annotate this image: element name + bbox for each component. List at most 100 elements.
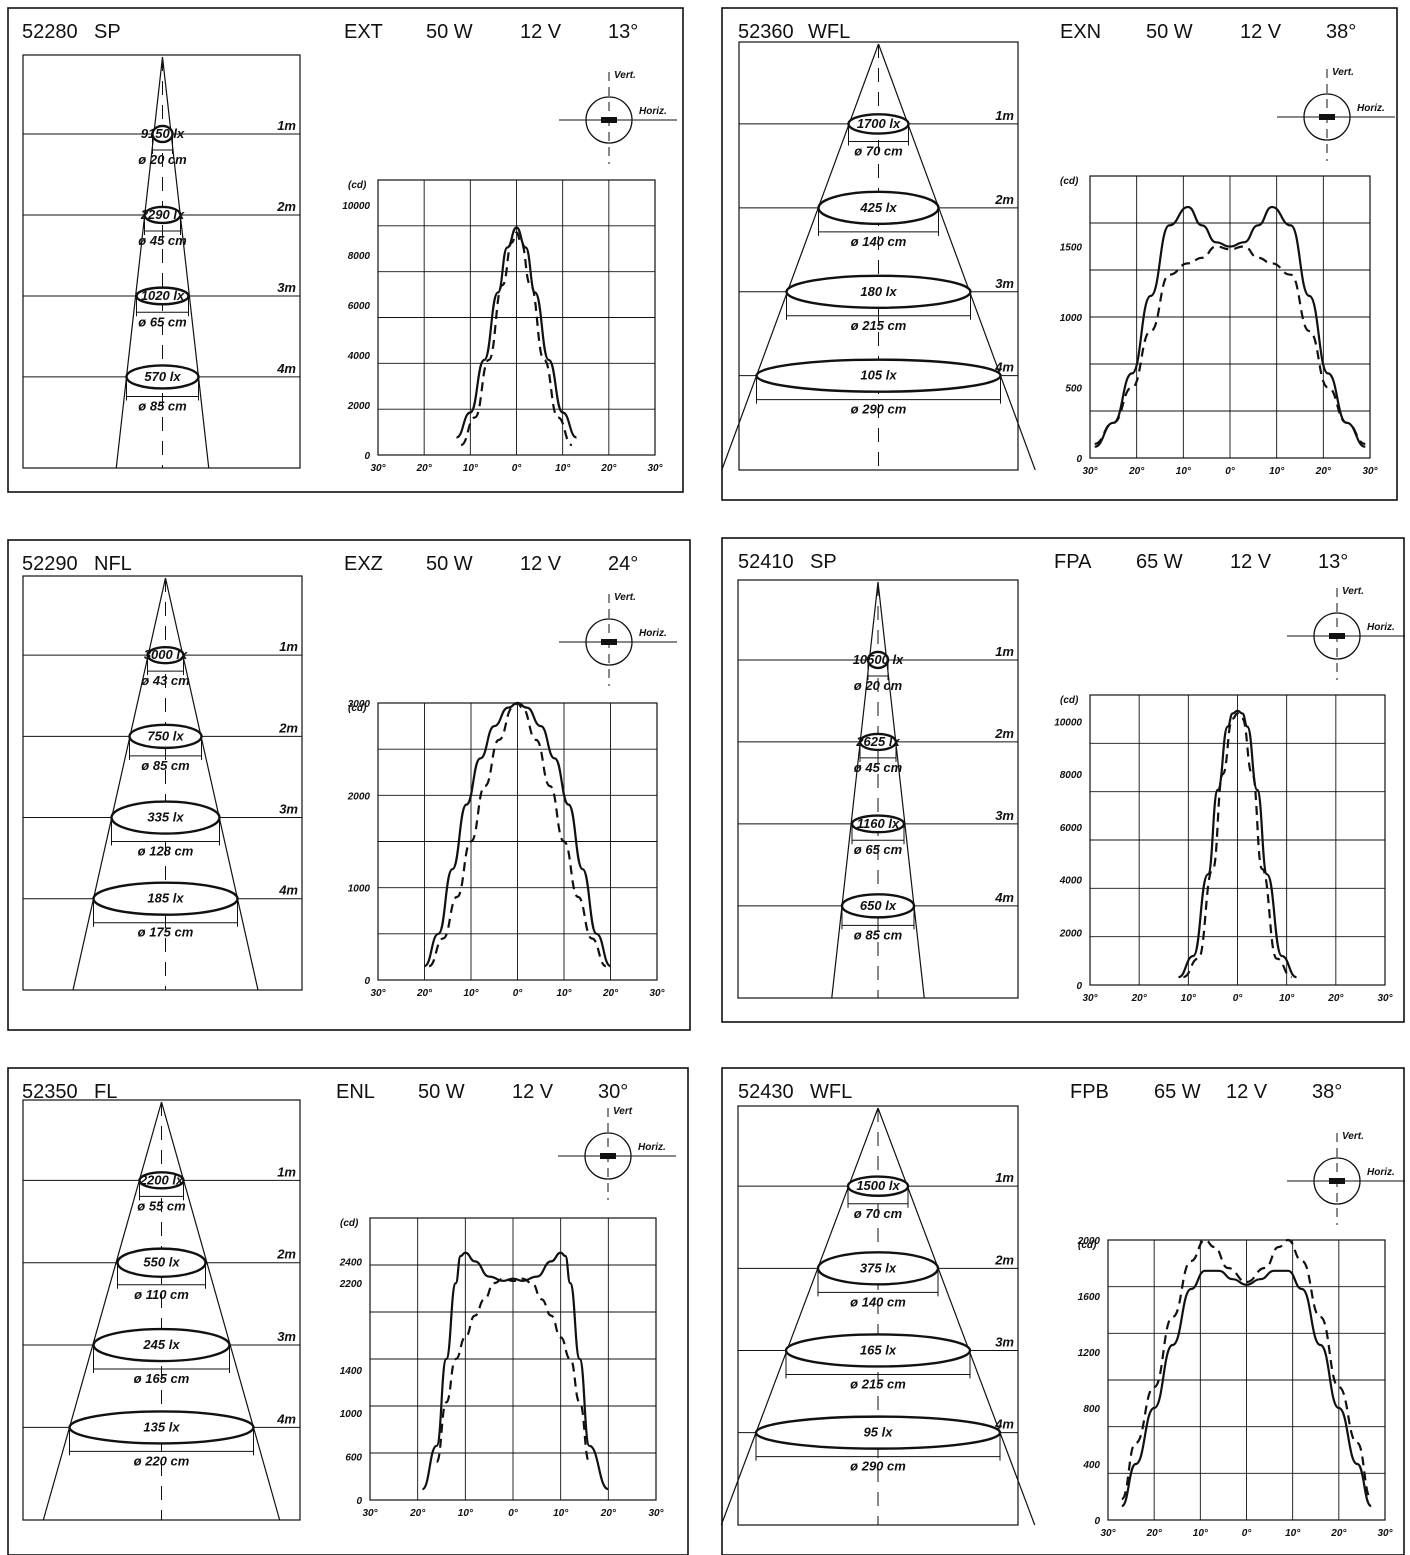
illuminance-label: 245 lx [142, 1337, 180, 1352]
x-tick-label: 30° [1377, 1528, 1393, 1539]
x-tick-label: 10° [463, 988, 479, 999]
cone-edge-left [42, 1101, 163, 1521]
y-tick-label: 6000 [348, 301, 371, 312]
y-axis-label: (cd) [1060, 176, 1079, 187]
illuminance-label: 2290 lx [140, 207, 185, 222]
cone-edge-left [720, 1107, 879, 1526]
diameter-label: ø 85 cm [141, 758, 190, 773]
y-tick-label: 0 [1076, 454, 1082, 465]
distance-label: 2m [276, 1247, 296, 1262]
panel-frame [721, 1067, 1405, 1555]
header-volt: 12 V [512, 1081, 554, 1103]
x-tick-label: 30° [1377, 993, 1393, 1004]
header-watt: 50 W [418, 1081, 465, 1103]
lamp-filament-icon [600, 1153, 616, 1159]
x-tick-label: 20° [1146, 1528, 1163, 1539]
distance-label: 3m [277, 280, 296, 295]
illuminance-label: 375 lx [860, 1260, 897, 1275]
lamp-filament-icon [1329, 1178, 1345, 1184]
cone-edge-left [72, 577, 167, 991]
distance-label: 3m [995, 276, 1014, 291]
diameter-label: ø 70 cm [854, 1206, 903, 1221]
y-tick-label: 800 [1083, 1404, 1100, 1415]
distance-label: 1m [995, 1170, 1014, 1185]
illuminance-label: 1700 lx [857, 116, 901, 131]
vert-label: Vert. [614, 70, 636, 81]
x-tick-label: 20° [1330, 1528, 1347, 1539]
header-code: 52410 [738, 551, 794, 573]
x-tick-label: 10° [458, 1508, 474, 1519]
x-tick-label: 30° [1082, 466, 1098, 477]
cone-edge-right [160, 1101, 281, 1521]
distance-label: 4m [994, 890, 1014, 905]
cone-frame [738, 41, 1019, 471]
y-tick-label: 600 [345, 1453, 362, 1464]
x-tick-label: 20° [602, 988, 619, 999]
x-tick-label: 10° [1285, 1528, 1301, 1539]
header-volt: 12 V [1230, 551, 1272, 573]
x-tick-label: 0° [1225, 466, 1236, 477]
panel-frame [7, 7, 684, 493]
x-tick-label: 10° [1269, 466, 1285, 477]
luminaire-panel: 52360 WFL EXN 50 W 12 V 38° 1m 1700 lx ø 70 cm 2m… [721, 7, 1398, 501]
header-lamp: ENL [336, 1081, 375, 1103]
distance-label: 4m [994, 1417, 1014, 1432]
header-code: 52350 [22, 1081, 78, 1103]
y-tick-label: 10000 [1054, 717, 1082, 728]
diameter-label: ø 20 cm [854, 678, 903, 693]
illuminance-label: 1020 lx [141, 288, 185, 303]
illuminance-label: 9150 lx [141, 126, 185, 141]
x-tick-label: 20° [1327, 993, 1344, 1004]
lamp-filament-icon [601, 639, 617, 645]
x-tick-label: 10° [1176, 466, 1192, 477]
y-tick-label: 1200 [1078, 1348, 1101, 1359]
header-volt: 12 V [1240, 21, 1282, 43]
distance-label: 4m [278, 883, 298, 898]
y-axis-label: (cd) [1060, 695, 1079, 706]
distance-label: 1m [995, 644, 1014, 659]
x-tick-label: 20° [416, 988, 433, 999]
header-lamp: EXN [1060, 21, 1101, 43]
header-code: 52360 [738, 21, 794, 43]
y-tick-label: 10000 [342, 201, 370, 212]
illuminance-label: 1160 lx [857, 816, 900, 831]
cone-edge-right [877, 581, 925, 999]
header-lamp: EXT [344, 21, 383, 43]
diameter-label: ø 65 cm [854, 842, 903, 857]
x-tick-label: 30° [647, 463, 663, 474]
header-angle: 13° [608, 21, 638, 43]
diameter-label: ø 45 cm [138, 233, 187, 248]
distance-label: 2m [994, 1252, 1014, 1267]
diameter-label: ø 85 cm [138, 398, 187, 413]
intensity-curve-dashed [1094, 245, 1366, 445]
header-watt: 50 W [426, 553, 473, 575]
illuminance-label: 185 lx [147, 891, 184, 906]
illuminance-label: 2625 lx [855, 734, 900, 749]
header-watt: 65 W [1154, 1081, 1201, 1103]
y-tick-label: 4000 [1059, 876, 1083, 887]
header-volt: 12 V [520, 21, 562, 43]
header-watt: 50 W [426, 21, 473, 43]
y-tick-label: 1000 [340, 1409, 363, 1420]
illuminance-label: 650 lx [860, 898, 897, 913]
illuminance-label: 165 lx [860, 1342, 897, 1357]
illuminance-label: 2200 lx [139, 1172, 184, 1187]
y-tick-label: 1000 [1060, 313, 1083, 324]
y-tick-label: 2200 [339, 1279, 363, 1290]
x-tick-label: 20° [600, 1508, 617, 1519]
illuminance-label: 550 lx [143, 1255, 180, 1270]
diameter-label: ø 128 cm [138, 844, 194, 859]
diameter-label: ø 215 cm [851, 318, 907, 333]
distance-label: 1m [995, 108, 1014, 123]
y-tick-label: 0 [1076, 981, 1082, 992]
illuminance-label: 1500 lx [856, 1178, 900, 1193]
header-angle: 38° [1326, 21, 1356, 43]
header-code: 52290 [22, 553, 78, 575]
diameter-label: ø 215 cm [850, 1376, 906, 1391]
cone-edge-left [831, 581, 879, 999]
header-lamp: FPB [1070, 1081, 1109, 1103]
y-tick-label: 0 [356, 1496, 362, 1507]
illuminance-label: 750 lx [147, 728, 184, 743]
y-tick-label: 0 [1094, 1516, 1100, 1527]
